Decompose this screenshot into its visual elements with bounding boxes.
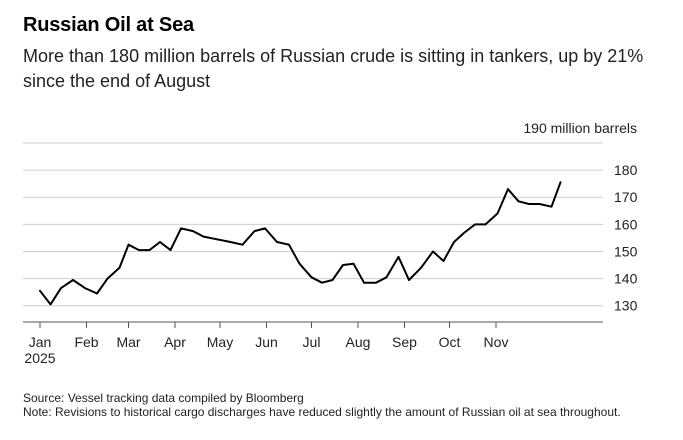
y-tick-label: 130: [614, 298, 638, 314]
data-point: [342, 264, 344, 266]
data-point: [96, 292, 98, 295]
chart-title: Russian Oil at Sea: [23, 14, 194, 36]
y-axis-labels: 190 million barrels 180 170 160 150 140 130: [523, 120, 637, 314]
data-point: [538, 203, 541, 205]
data-point: [363, 281, 365, 284]
data-point: [528, 203, 530, 205]
x-tick-label: Jun: [255, 334, 278, 350]
data-point: [559, 181, 562, 184]
x-tick-label: Feb: [74, 334, 98, 350]
data-point: [276, 241, 278, 243]
data-point: [202, 235, 205, 238]
x-tick-label: Aug: [346, 334, 371, 350]
chart-footer: Source: Vessel tracking data compiled by…: [23, 391, 663, 419]
data-point: [310, 276, 313, 279]
data-point: [49, 303, 52, 306]
y-tick-label: 170: [614, 189, 638, 205]
series-line: [39, 181, 562, 306]
data-point: [118, 266, 121, 269]
data-point: [264, 227, 266, 230]
data-point: [253, 230, 256, 233]
data-point: [180, 227, 182, 230]
data-point: [148, 249, 151, 252]
y-tick-label: 150: [614, 243, 638, 259]
data-point: [331, 279, 334, 281]
chart-subtitle: More than 180 million barrels of Russian…: [23, 46, 644, 91]
data-point: [432, 250, 434, 253]
y-tick-label: 180: [614, 162, 638, 178]
data-point: [241, 243, 244, 246]
x-tick-label: Jan: [29, 334, 52, 350]
data-point: [507, 188, 509, 191]
x-axis-labels: Jan Feb Mar Apr May Jun Jul Aug Sep Oct Nov 2025: [24, 334, 508, 366]
x-axis: [23, 321, 603, 328]
data-point: [106, 277, 109, 280]
series-layer: [39, 181, 562, 306]
x-tick-label: May: [207, 334, 233, 350]
data-point: [298, 262, 301, 265]
revision-note: Note: Revisions to historical cargo disc…: [23, 405, 621, 419]
x-tick-label: Apr: [164, 334, 186, 350]
x-tick-label: Jul: [303, 334, 321, 350]
data-point: [72, 279, 74, 281]
data-point: [288, 243, 290, 246]
data-point: [442, 260, 445, 262]
data-point: [496, 212, 499, 215]
x-tick-label: Nov: [484, 334, 509, 350]
data-point: [550, 205, 553, 208]
data-point: [84, 287, 86, 289]
data-point: [420, 266, 422, 269]
data-point: [192, 230, 194, 233]
x-tick-label: Sep: [392, 334, 417, 350]
data-point: [453, 241, 455, 243]
data-point: [375, 281, 377, 284]
y-tick-label: 160: [614, 216, 638, 232]
data-point: [385, 276, 388, 279]
data-point: [484, 223, 487, 226]
data-point: [127, 243, 130, 246]
data-point: [517, 200, 520, 203]
data-point: [463, 231, 466, 234]
data-point: [229, 241, 232, 243]
data-point: [408, 279, 410, 281]
x-tick-label: Oct: [439, 334, 461, 350]
data-point: [169, 249, 172, 252]
data-point: [397, 256, 400, 258]
x-tick-label: Mar: [116, 334, 140, 350]
data-point: [138, 249, 140, 252]
data-point: [321, 281, 323, 284]
data-point: [216, 238, 218, 241]
y-axis-unit-label: 190 million barrels: [523, 120, 637, 136]
source-note: Source: Vessel tracking data compiled by…: [23, 391, 304, 405]
data-point: [474, 223, 476, 226]
y-tick-label: 140: [614, 271, 638, 287]
gridlines: [23, 142, 603, 307]
x-year-label: 2025: [24, 350, 55, 366]
data-point: [39, 289, 41, 292]
data-point: [159, 241, 161, 243]
data-point: [352, 262, 355, 265]
data-point: [60, 287, 62, 289]
